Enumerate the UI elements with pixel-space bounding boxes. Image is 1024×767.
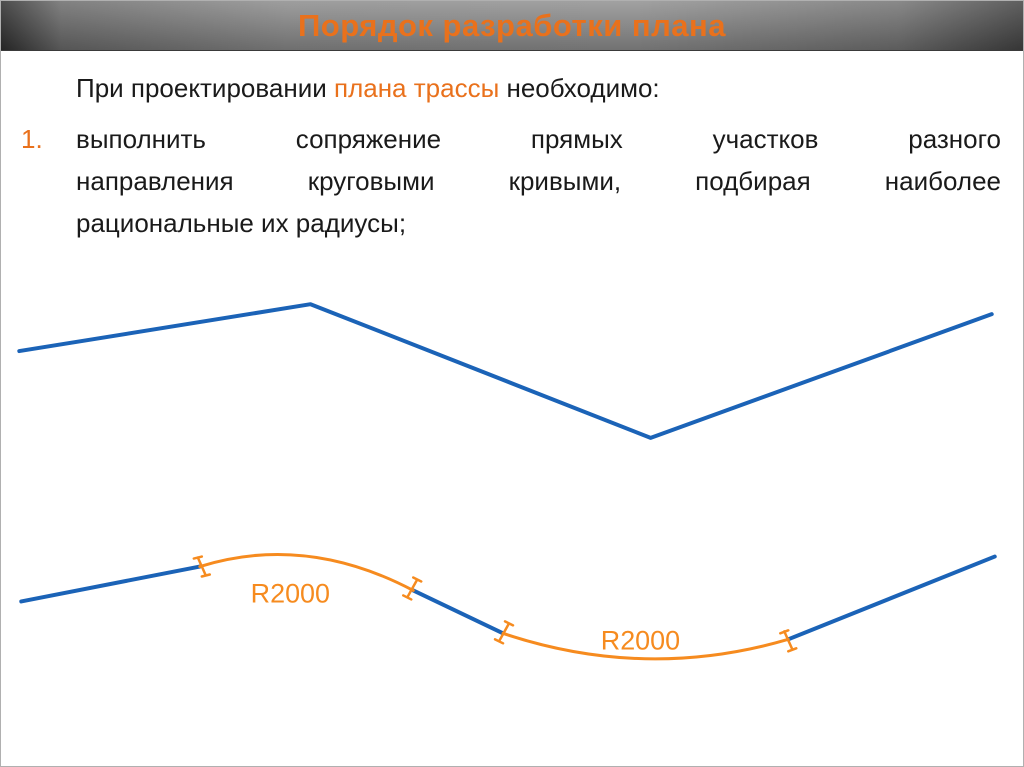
plan-tangent-segment-2: [411, 588, 506, 636]
list-item-line: выполнить сопряжение прямых участков раз…: [76, 124, 1001, 155]
tangent-point-tick-3: [493, 620, 515, 645]
circular-curve-arc-1: [198, 552, 415, 592]
intro-post: необходимо:: [499, 73, 660, 103]
radius-label-1: R2000: [251, 578, 330, 608]
tangent-polyline: [17, 302, 994, 440]
radius-label-2: R2000: [601, 625, 680, 655]
intro-pre: При проектировании: [76, 73, 334, 103]
intro-text: При проектировании плана трассы необходи…: [76, 71, 1003, 106]
plan-tangent-segment-3: [786, 554, 997, 642]
slide-title: Порядок разработки плана: [297, 7, 727, 43]
tangent-point-tick-2: [402, 576, 423, 601]
list-item: 1. выполнить сопряжение прямых участков …: [21, 118, 1003, 244]
list-item-text: выполнить сопряжение прямых участков раз…: [76, 118, 1001, 244]
plan-tangent-segment-1: [19, 564, 202, 604]
tangent-point-tick-1: [192, 555, 212, 578]
tangent-point-tick-4: [779, 629, 798, 653]
list-item-line: рациональные их радиусы;: [76, 208, 407, 239]
list-item-line: направления круговыми кривыми, подбирая …: [76, 166, 1001, 197]
list-item-number: 1.: [21, 124, 43, 155]
slide-header: Порядок разработки плана: [1, 1, 1023, 51]
intro-highlight: плана трассы: [333, 73, 500, 103]
circular-curve-arc-2: [501, 631, 790, 661]
